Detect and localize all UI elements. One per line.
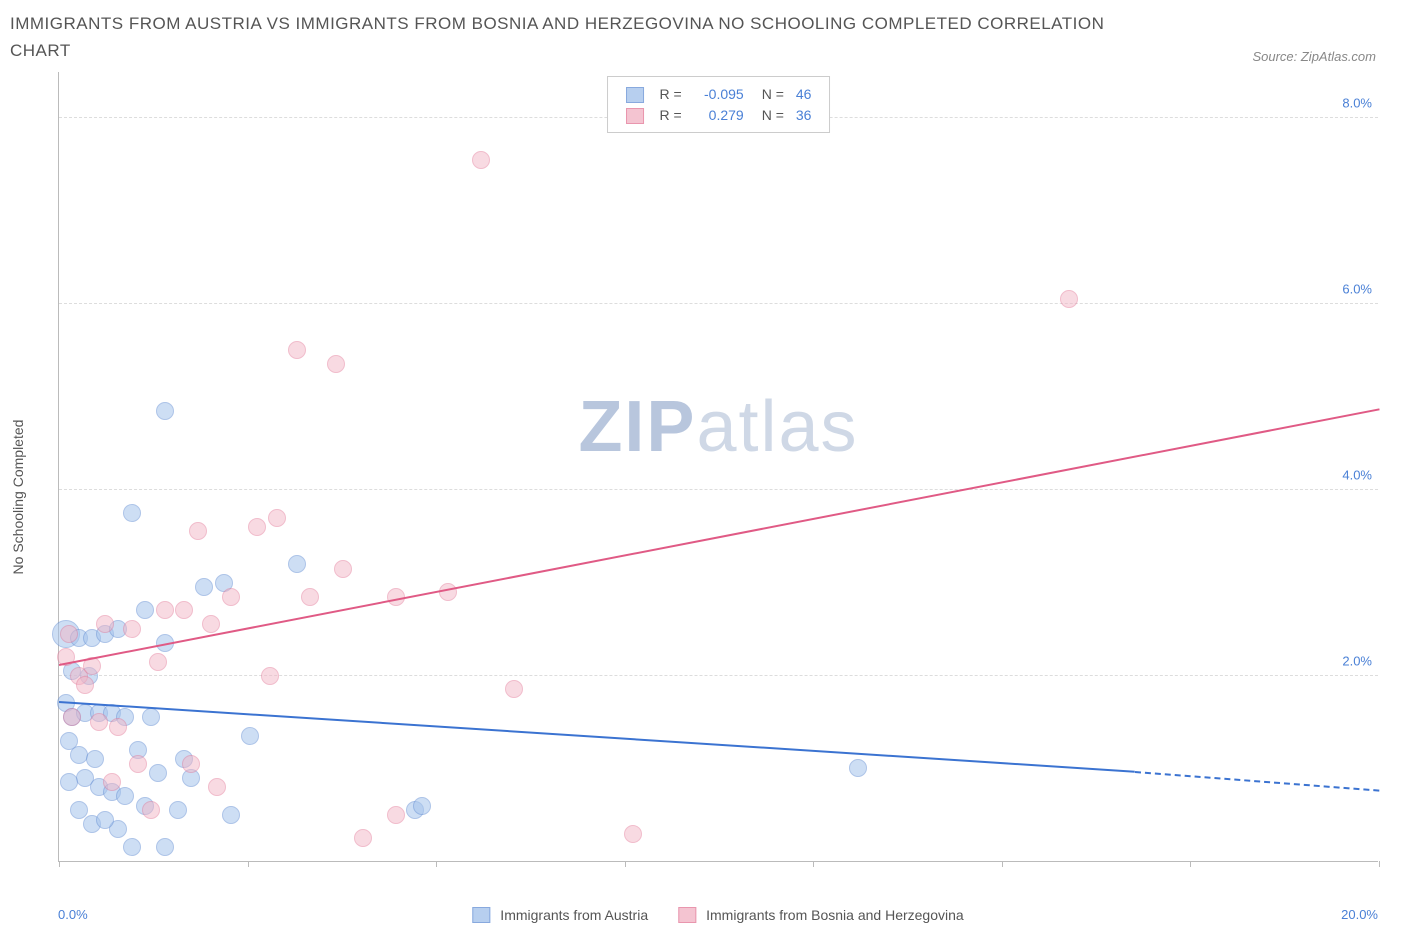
data-point-bosnia <box>182 755 200 773</box>
data-point-austria <box>116 787 134 805</box>
data-point-austria <box>156 838 174 856</box>
data-point-bosnia <box>334 560 352 578</box>
data-point-austria <box>96 811 114 829</box>
data-point-bosnia <box>288 341 306 359</box>
y-tick-label: 4.0% <box>1342 467 1372 482</box>
data-point-bosnia <box>248 518 266 536</box>
data-point-bosnia <box>505 680 523 698</box>
x-tick <box>248 861 249 867</box>
chart-source: Source: ZipAtlas.com <box>1252 49 1396 64</box>
data-point-bosnia <box>103 773 121 791</box>
data-point-austria <box>222 806 240 824</box>
data-point-austria <box>156 402 174 420</box>
data-point-bosnia <box>109 718 127 736</box>
chart-title: IMMIGRANTS FROM AUSTRIA VS IMMIGRANTS FR… <box>10 10 1160 64</box>
y-axis-label: No Schooling Completed <box>10 420 26 575</box>
data-point-austria <box>123 838 141 856</box>
data-point-austria <box>413 797 431 815</box>
legend-row-bosnia: R =0.279N =36 <box>620 105 818 126</box>
data-point-bosnia <box>208 778 226 796</box>
data-point-bosnia <box>261 667 279 685</box>
data-point-bosnia <box>90 713 108 731</box>
y-tick-label: 2.0% <box>1342 653 1372 668</box>
legend-item-bosnia: Immigrants from Bosnia and Herzegovina <box>678 907 964 923</box>
data-point-bosnia <box>156 601 174 619</box>
data-point-bosnia <box>301 588 319 606</box>
data-point-bosnia <box>123 620 141 638</box>
data-point-bosnia <box>60 625 78 643</box>
x-axis-min-label: 0.0% <box>58 907 88 922</box>
data-point-bosnia <box>175 601 193 619</box>
data-point-bosnia <box>129 755 147 773</box>
chart-area: No Schooling Completed ZIPatlas R =-0.09… <box>10 72 1396 922</box>
data-point-austria <box>123 504 141 522</box>
data-point-austria <box>195 578 213 596</box>
x-axis-max-label: 20.0% <box>1341 907 1378 922</box>
x-tick <box>813 861 814 867</box>
data-point-austria <box>136 601 154 619</box>
data-point-austria <box>86 750 104 768</box>
y-tick-label: 6.0% <box>1342 281 1372 296</box>
data-point-bosnia <box>472 151 490 169</box>
data-point-bosnia <box>439 583 457 601</box>
legend-item-austria: Immigrants from Austria <box>472 907 648 923</box>
data-point-bosnia <box>222 588 240 606</box>
data-point-bosnia <box>327 355 345 373</box>
series-legend: Immigrants from Austria Immigrants from B… <box>472 907 963 923</box>
x-tick <box>1379 861 1380 867</box>
data-point-bosnia <box>76 676 94 694</box>
plot-region: ZIPatlas R =-0.095N =46R =0.279N =36 2.0… <box>58 72 1378 862</box>
data-point-bosnia <box>354 829 372 847</box>
data-point-bosnia <box>189 522 207 540</box>
x-tick <box>59 861 60 867</box>
x-tick <box>1190 861 1191 867</box>
data-point-bosnia <box>96 615 114 633</box>
data-point-austria <box>70 801 88 819</box>
bottom-axis-legend: 0.0% Immigrants from AustriaImmigrants f… <box>58 907 1378 922</box>
data-point-austria <box>169 801 187 819</box>
y-tick-label: 8.0% <box>1342 95 1372 110</box>
trend-line-dashed <box>1135 771 1379 792</box>
data-point-austria <box>149 764 167 782</box>
data-point-bosnia <box>63 708 81 726</box>
data-point-bosnia <box>268 509 286 527</box>
gridline <box>59 675 1378 676</box>
data-point-bosnia <box>624 825 642 843</box>
trend-line <box>59 701 1135 773</box>
gridline <box>59 489 1378 490</box>
data-point-austria <box>70 746 88 764</box>
chart-header: IMMIGRANTS FROM AUSTRIA VS IMMIGRANTS FR… <box>10 10 1396 64</box>
data-point-bosnia <box>1060 290 1078 308</box>
data-point-austria <box>241 727 259 745</box>
data-point-austria <box>849 759 867 777</box>
watermark: ZIPatlas <box>578 386 858 468</box>
x-tick <box>436 861 437 867</box>
x-tick <box>625 861 626 867</box>
data-point-bosnia <box>387 806 405 824</box>
data-point-bosnia <box>142 801 160 819</box>
trend-line <box>59 409 1379 667</box>
data-point-bosnia <box>149 653 167 671</box>
legend-row-austria: R =-0.095N =46 <box>620 83 818 104</box>
data-point-austria <box>288 555 306 573</box>
correlation-legend: R =-0.095N =46R =0.279N =36 <box>607 76 831 133</box>
data-point-bosnia <box>202 615 220 633</box>
data-point-austria <box>142 708 160 726</box>
gridline <box>59 303 1378 304</box>
x-tick <box>1002 861 1003 867</box>
data-point-austria <box>60 773 78 791</box>
